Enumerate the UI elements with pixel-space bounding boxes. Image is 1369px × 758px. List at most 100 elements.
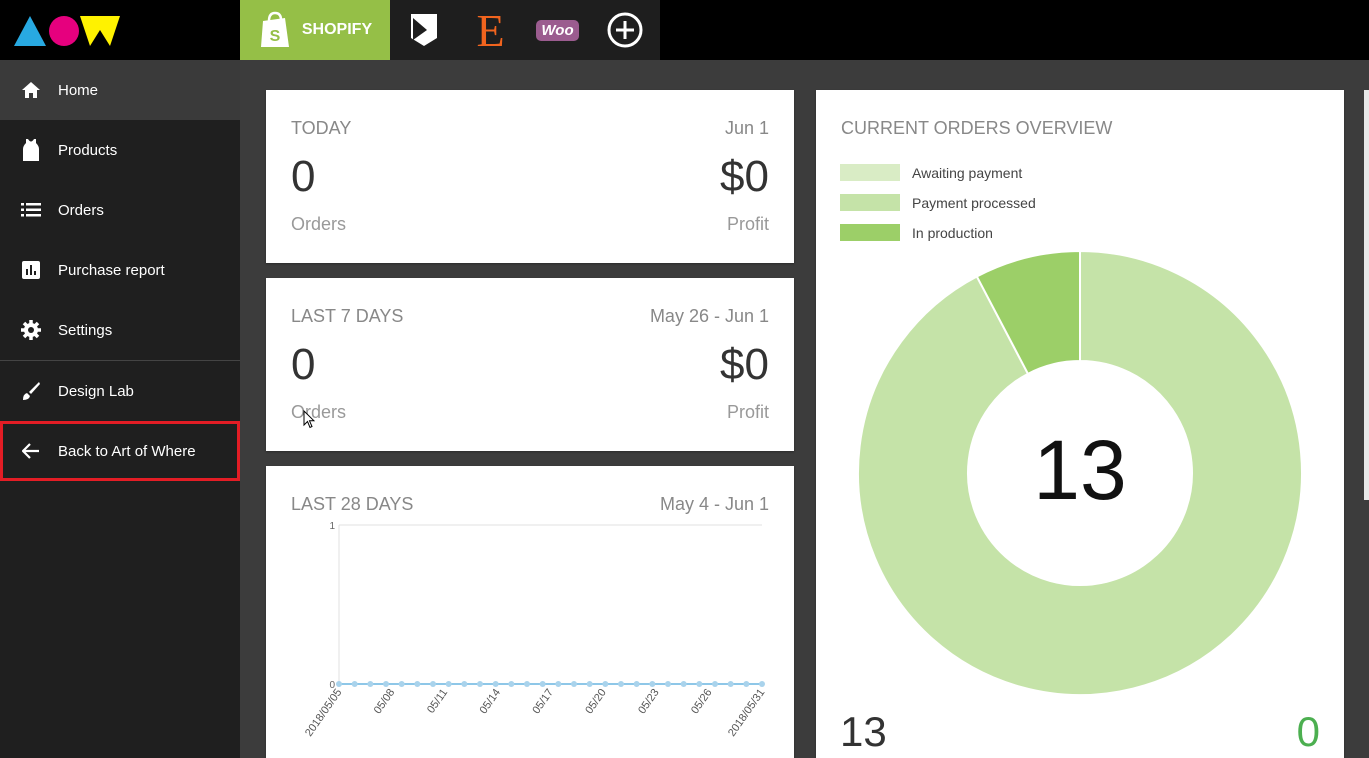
sidebar-item-label: Design Lab: [58, 382, 134, 400]
shopify-label: SHOPIFY: [301, 21, 373, 38]
y-tick-label: 1: [329, 521, 335, 532]
data-point[interactable]: [492, 681, 499, 687]
tab-woocommerce[interactable]: Woo: [524, 0, 591, 60]
data-point[interactable]: [336, 681, 342, 687]
art-of-where-logo[interactable]: [14, 14, 124, 48]
data-point[interactable]: [555, 681, 562, 687]
mouse-cursor-icon: [303, 410, 315, 429]
donut-slice[interactable]: [975, 249, 1081, 376]
sidebar-item-home[interactable]: Home: [0, 60, 240, 120]
sidebar-item-back-to-art-of-where[interactable]: Back to Art of Where: [0, 421, 240, 481]
card-title: LAST 7 DAYS: [291, 306, 404, 326]
svg-text:S: S: [270, 28, 281, 45]
x-tick-label: 05/20: [583, 687, 609, 716]
sidebar-item-label: Settings: [58, 321, 113, 339]
card-title: TODAY: [291, 118, 352, 138]
data-point[interactable]: [477, 681, 483, 687]
data-point[interactable]: [367, 681, 374, 687]
donut-slice[interactable]: [857, 249, 1303, 696]
orders-overview-card: CURRENT ORDERS OVERVIEW Awaiting payment…: [816, 90, 1344, 758]
card-date: May 26 - Jun 1: [649, 306, 769, 326]
card-date: May 4 - Jun 1: [659, 494, 769, 514]
scrollbar[interactable]: [1364, 90, 1369, 500]
data-point[interactable]: [571, 681, 577, 687]
data-point[interactable]: [602, 681, 609, 687]
sidebar-divider: [0, 360, 240, 361]
orders-count: 0: [291, 340, 316, 389]
data-point[interactable]: [383, 681, 389, 687]
sidebar-item-label: Orders: [58, 201, 104, 219]
tab-bigcommerce[interactable]: [390, 0, 457, 60]
shopify-icon: S: [260, 11, 289, 47]
data-point[interactable]: [633, 681, 640, 687]
bar-chart-icon: [20, 259, 42, 281]
card-title: CURRENT ORDERS OVERVIEW: [841, 118, 1113, 138]
sidebar-item-design-lab[interactable]: Design Lab: [0, 361, 240, 421]
arrow-left-icon: [20, 440, 42, 462]
data-point[interactable]: [649, 681, 656, 687]
list-icon: [20, 199, 42, 221]
last-28-days-card: LAST 28 DAYS May 4 - Jun 1 1 0 2018/05/05 0…: [266, 466, 794, 758]
card-date: Jun 1: [724, 118, 769, 138]
today-card: TODAY Jun 1 0 $0 Orders Profit: [266, 90, 794, 263]
legend-label: Payment processed: [912, 194, 1036, 211]
total-orders-count: 13: [840, 708, 887, 755]
top-bar: S SHOPIFY E Woo: [0, 0, 1369, 60]
data-point[interactable]: [586, 681, 593, 687]
tab-shopify[interactable]: S SHOPIFY: [240, 0, 390, 60]
x-tick-label: 2018/05/31: [726, 687, 767, 739]
data-point[interactable]: [712, 681, 718, 687]
profit-label: Profit: [726, 402, 769, 422]
data-point[interactable]: [414, 681, 421, 687]
legend-swatch: [840, 194, 900, 211]
sidebar-item-orders[interactable]: Orders: [0, 180, 240, 240]
sidebar-item-label: Home: [58, 81, 99, 99]
data-point[interactable]: [351, 681, 358, 687]
x-tick-label: 05/23: [636, 687, 662, 716]
data-point[interactable]: [727, 681, 734, 687]
legend-swatch: [840, 224, 900, 241]
sidebar-item-label: Back to Art of Where: [58, 442, 196, 460]
tab-etsy[interactable]: E: [457, 0, 524, 60]
brush-icon: [20, 380, 42, 402]
sidebar-item-settings[interactable]: Settings: [0, 300, 240, 360]
x-tick-label: 05/17: [530, 687, 556, 716]
data-point[interactable]: [539, 681, 546, 687]
legend-item: Awaiting payment: [840, 164, 1022, 181]
data-point[interactable]: [430, 681, 436, 687]
orders-donut-chart: [857, 249, 1303, 696]
donut-center-total: 13: [1033, 423, 1127, 517]
orders-count: 0: [291, 152, 316, 201]
etsy-icon: E: [476, 4, 505, 56]
data-point[interactable]: [508, 681, 515, 687]
legend-label: Awaiting payment: [912, 164, 1023, 181]
data-point[interactable]: [524, 681, 530, 687]
profit-amount: $0: [720, 152, 769, 201]
tab-add-platform[interactable]: [591, 0, 658, 60]
data-point[interactable]: [759, 681, 765, 687]
data-point[interactable]: [680, 681, 687, 687]
x-tick-label: 2018/05/05: [303, 687, 344, 739]
data-point[interactable]: [665, 681, 671, 687]
profit-label: Profit: [726, 214, 769, 234]
data-point[interactable]: [618, 681, 624, 687]
y-tick-label: 0: [329, 680, 335, 691]
sidebar: Home Products Orders Purchase report Set…: [0, 60, 240, 758]
gear-icon: [20, 319, 42, 341]
data-point[interactable]: [398, 681, 405, 687]
data-point[interactable]: [445, 681, 452, 687]
data-point[interactable]: [743, 681, 750, 687]
sidebar-item-purchase-report[interactable]: Purchase report: [0, 240, 240, 300]
bigcommerce-icon: [410, 14, 437, 46]
profit-amount: $0: [720, 340, 769, 389]
data-point[interactable]: [696, 681, 703, 687]
x-tick-label: 05/26: [689, 687, 715, 716]
legend-swatch: [840, 164, 900, 181]
woocommerce-icon: Woo: [536, 19, 579, 41]
home-icon: [20, 79, 42, 101]
x-tick-label: 05/08: [372, 687, 398, 716]
sidebar-item-products[interactable]: Products: [0, 120, 240, 180]
card-title: LAST 28 DAYS: [291, 494, 414, 514]
data-point[interactable]: [461, 681, 468, 687]
